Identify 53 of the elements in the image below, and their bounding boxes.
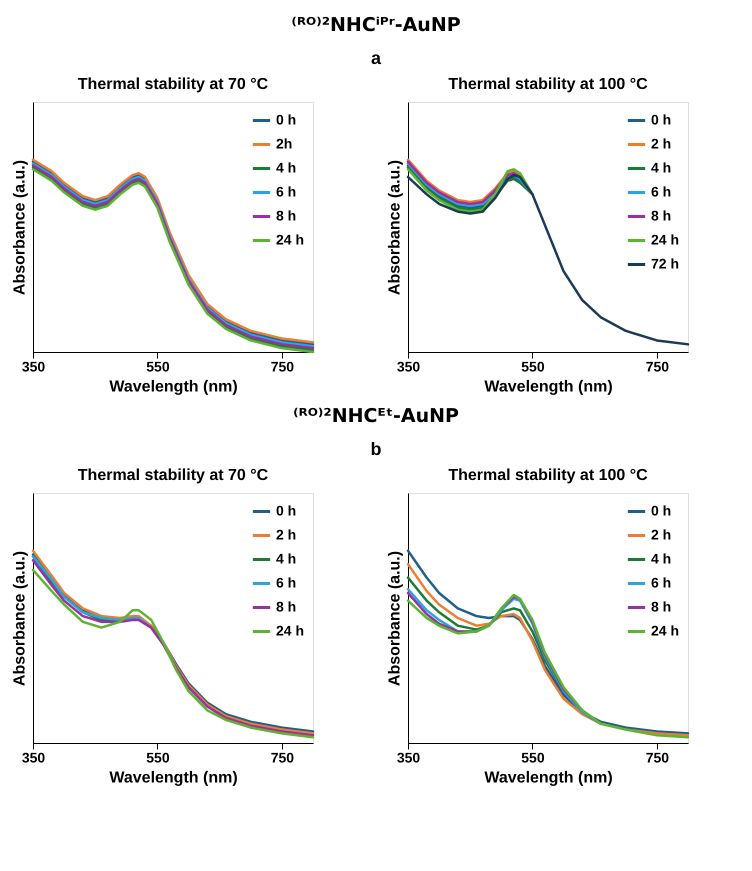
legend-label: 8 h <box>276 598 296 614</box>
legend-label: 2h <box>276 136 292 152</box>
legend-label: 6 h <box>276 184 296 200</box>
y-axis-title: Absorbance (a.u.) <box>386 160 404 296</box>
legend-label: 0 h <box>651 502 672 518</box>
legend-label: 0 h <box>276 502 296 518</box>
legend-label: 4 h <box>651 550 672 566</box>
x-tick-label: 750 <box>270 358 294 374</box>
x-tick-label: 550 <box>521 358 545 374</box>
legend-label: 4 h <box>276 160 296 176</box>
legend-label: 6 h <box>276 574 296 590</box>
y-axis-title: Absorbance (a.u.) <box>386 550 404 686</box>
legend-label: 24 h <box>651 622 680 638</box>
text: b <box>370 439 382 459</box>
legend-label: 2 h <box>276 526 296 542</box>
legend-label: 0 h <box>651 112 672 128</box>
x-tick-label: 750 <box>270 750 294 766</box>
x-tick-label: 350 <box>396 358 420 374</box>
text: a <box>370 48 382 68</box>
x-tick-label: 350 <box>22 358 46 374</box>
legend-label: 24 h <box>651 232 680 248</box>
y-axis-title: Absorbance (a.u.) <box>12 160 28 296</box>
x-tick-label: 550 <box>521 750 545 766</box>
x-tick-label: 750 <box>646 358 670 374</box>
legend-label: 8 h <box>651 598 672 614</box>
text: ⁽ᴿᴼ⁾²NHCⁱᴾʳ-AuNP <box>291 14 461 36</box>
x-tick-label: 550 <box>146 750 170 766</box>
chart-title: Thermal stability at 70 °C <box>78 76 269 93</box>
legend-label: 8 h <box>276 208 296 224</box>
text: ⁽ᴿᴼ⁾²NHCᴱᵗ-AuNP <box>293 405 460 427</box>
legend-label: 2 h <box>651 526 672 542</box>
x-tick-label: 350 <box>22 750 46 766</box>
legend-label: 24 h <box>276 622 304 638</box>
legend-label: 4 h <box>276 550 296 566</box>
y-axis-title: Absorbance (a.u.) <box>12 550 28 686</box>
x-axis-title: Wavelength (nm) <box>109 770 238 786</box>
chart-title: Thermal stability at 100 °C <box>448 76 648 93</box>
legend-label: 24 h <box>276 232 304 248</box>
x-axis-title: Wavelength (nm) <box>484 770 613 786</box>
legend-label: 0 h <box>276 112 296 128</box>
legend-label: 2 h <box>651 136 672 152</box>
x-tick-label: 350 <box>396 750 420 766</box>
legend-label: 8 h <box>651 208 672 224</box>
legend-label: 6 h <box>651 574 672 590</box>
x-axis-title: Wavelength (nm) <box>109 378 238 396</box>
chart-title: Thermal stability at 70 °C <box>78 467 269 484</box>
x-axis-title: Wavelength (nm) <box>484 378 613 396</box>
chart-title: Thermal stability at 100 °C <box>448 467 648 484</box>
legend-label: 4 h <box>651 160 672 176</box>
x-tick-label: 550 <box>146 358 170 374</box>
x-tick-label: 750 <box>646 750 670 766</box>
legend-label: 6 h <box>651 184 672 200</box>
legend-label: 72 h <box>651 256 680 272</box>
